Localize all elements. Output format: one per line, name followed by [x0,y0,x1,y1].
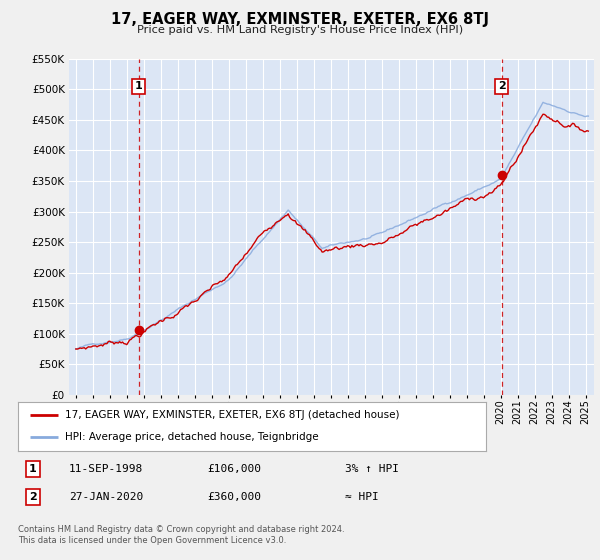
Text: ≈ HPI: ≈ HPI [345,492,379,502]
Text: 17, EAGER WAY, EXMINSTER, EXETER, EX6 8TJ: 17, EAGER WAY, EXMINSTER, EXETER, EX6 8T… [111,12,489,27]
Text: HPI: Average price, detached house, Teignbridge: HPI: Average price, detached house, Teig… [65,432,319,442]
Text: 27-JAN-2020: 27-JAN-2020 [69,492,143,502]
Text: 2: 2 [29,492,37,502]
Text: 3% ↑ HPI: 3% ↑ HPI [345,464,399,474]
Text: Price paid vs. HM Land Registry's House Price Index (HPI): Price paid vs. HM Land Registry's House … [137,25,463,35]
Text: 11-SEP-1998: 11-SEP-1998 [69,464,143,474]
Text: £106,000: £106,000 [207,464,261,474]
Text: 1: 1 [29,464,37,474]
Text: 1: 1 [135,81,143,91]
Text: 17, EAGER WAY, EXMINSTER, EXETER, EX6 8TJ (detached house): 17, EAGER WAY, EXMINSTER, EXETER, EX6 8T… [65,410,400,420]
Text: £360,000: £360,000 [207,492,261,502]
Text: 2: 2 [498,81,506,91]
Text: Contains HM Land Registry data © Crown copyright and database right 2024.
This d: Contains HM Land Registry data © Crown c… [18,525,344,545]
